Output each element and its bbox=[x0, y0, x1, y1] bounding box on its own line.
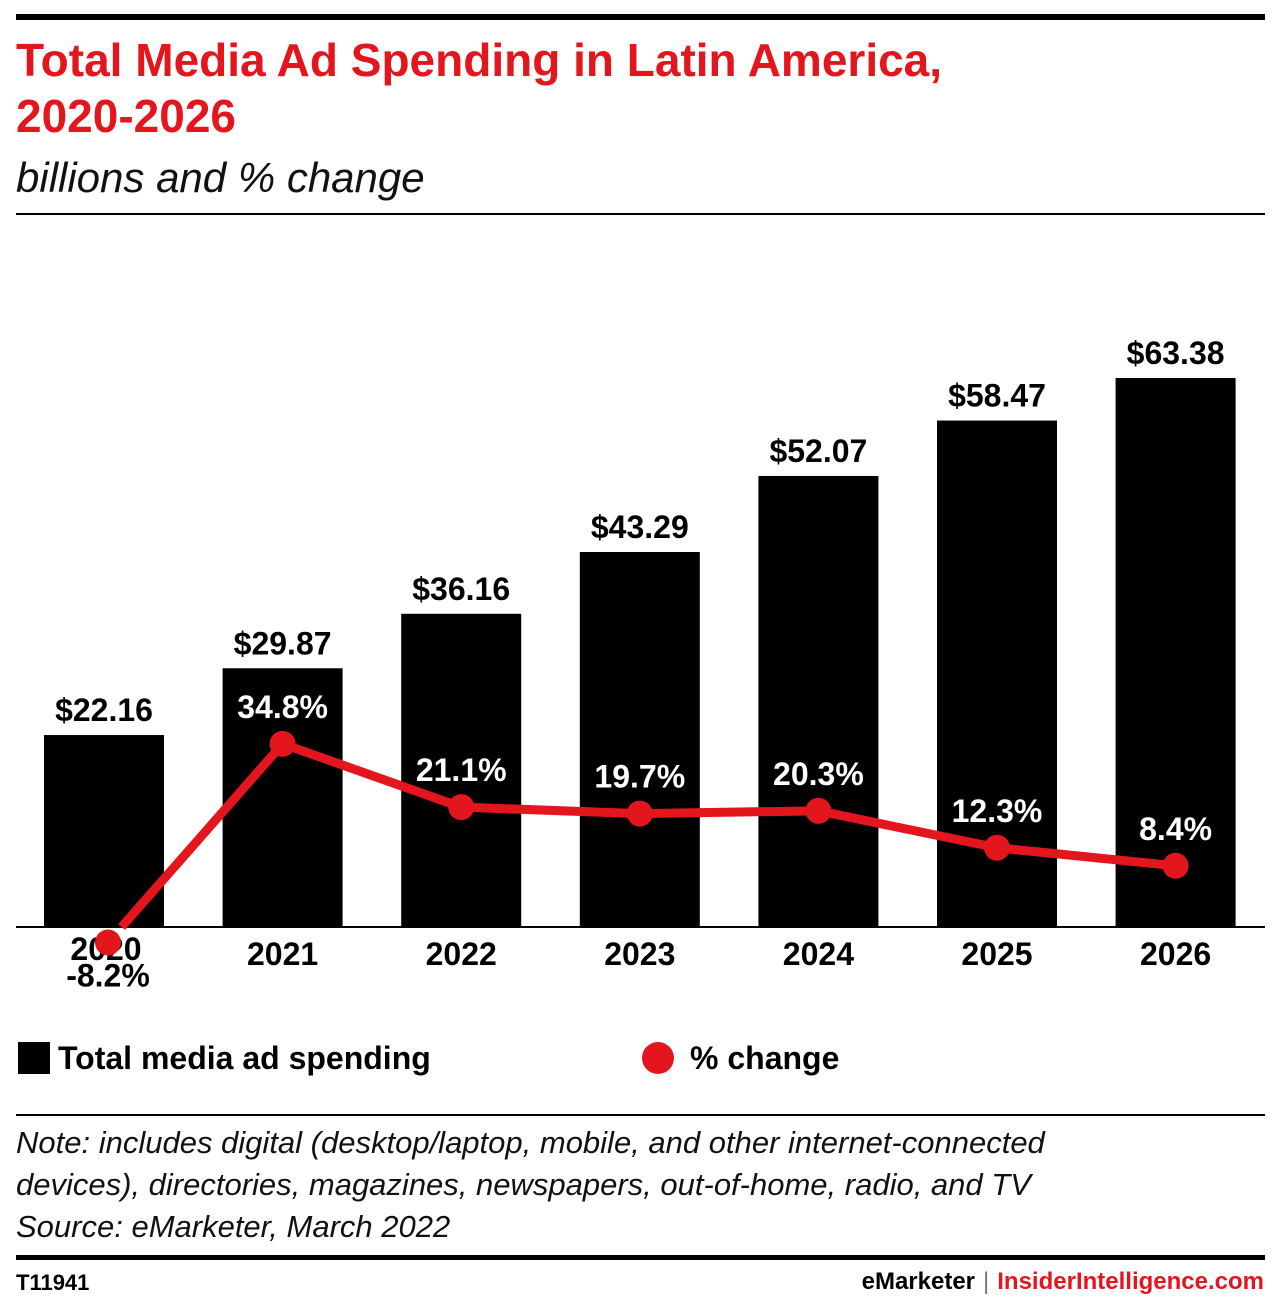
percent-change-point bbox=[1162, 852, 1189, 879]
brand-separator: | bbox=[983, 1268, 990, 1295]
legend-label-change: % change bbox=[690, 1039, 840, 1076]
percent-change-point bbox=[805, 797, 832, 824]
x-tick-label: 2022 bbox=[426, 936, 497, 972]
percent-change-point bbox=[448, 794, 475, 821]
legend-item-change: % change bbox=[642, 1036, 839, 1080]
bar-value-label: $36.16 bbox=[412, 571, 510, 607]
x-tick-label: 2023 bbox=[604, 936, 675, 972]
subtitle-rule bbox=[16, 213, 1265, 215]
chart-title: Total Media Ad Spending in Latin America… bbox=[16, 32, 1216, 144]
bar-2022 bbox=[401, 613, 522, 927]
bar-value-label: $58.47 bbox=[948, 378, 1046, 414]
bar-value-label: $29.87 bbox=[234, 625, 332, 661]
x-tick-label: 2024 bbox=[783, 936, 854, 972]
note-line-1: Note: includes digital (desktop/laptop, … bbox=[16, 1125, 1045, 1160]
brand-footer: eMarketer | InsiderIntelligence.com bbox=[862, 1268, 1264, 1296]
footer-rule bbox=[16, 1255, 1265, 1260]
percent-change-label: -8.2% bbox=[66, 957, 150, 993]
percent-change-label: 12.3% bbox=[952, 793, 1043, 829]
bar-2021 bbox=[222, 668, 343, 927]
chart-area: $22.16 $29.87 $36.16 $43.29 $52.07 $58.47 $63.… bbox=[16, 335, 1265, 993]
percent-change-label: 19.7% bbox=[594, 759, 685, 795]
percent-change-label: 34.8% bbox=[237, 689, 328, 725]
bar-value-label: $52.07 bbox=[769, 433, 867, 469]
title-line-1: Total Media Ad Spending in Latin America… bbox=[16, 34, 943, 86]
x-tick-label: 2021 bbox=[247, 936, 318, 972]
percent-change-label: 21.1% bbox=[416, 752, 507, 788]
legend-label-spending: Total media ad spending bbox=[58, 1039, 431, 1076]
bar-value-label: $63.38 bbox=[1127, 335, 1225, 371]
percent-change-label: 8.4% bbox=[1139, 811, 1212, 847]
chart-subtitle: billions and % change bbox=[16, 154, 425, 201]
note-block: Note: includes digital (desktop/laptop, … bbox=[16, 1122, 1256, 1248]
bar-value-label: $22.16 bbox=[55, 692, 153, 728]
percent-change-point bbox=[626, 800, 653, 827]
title-line-2: 2020-2026 bbox=[16, 90, 236, 142]
legend-swatch-square bbox=[18, 1042, 50, 1074]
percent-change-label: 20.3% bbox=[773, 756, 864, 792]
bar-2026 bbox=[1115, 378, 1236, 927]
note-rule bbox=[16, 1114, 1265, 1116]
note-line-2: devices), directories, magazines, newspa… bbox=[16, 1167, 1031, 1202]
bar-2024 bbox=[758, 475, 879, 927]
x-tick-label: 2026 bbox=[1140, 936, 1211, 972]
source-line: Source: eMarketer, March 2022 bbox=[16, 1209, 451, 1244]
top-rule bbox=[16, 14, 1265, 20]
brand-insider-intelligence: InsiderIntelligence.com bbox=[997, 1268, 1264, 1295]
percent-change-point bbox=[984, 834, 1010, 861]
chart-id: T11941 bbox=[16, 1270, 90, 1295]
legend-swatch-dot bbox=[642, 1042, 674, 1074]
percent-change-point bbox=[269, 730, 296, 757]
brand-emarketer: eMarketer bbox=[861, 1268, 976, 1295]
percent-change-point bbox=[95, 929, 121, 956]
bar-value-label: $43.29 bbox=[591, 509, 689, 545]
bar-2023 bbox=[579, 552, 700, 927]
x-tick-label: 2025 bbox=[961, 936, 1032, 972]
legend-item-spending: Total media ad spending bbox=[18, 1036, 431, 1080]
